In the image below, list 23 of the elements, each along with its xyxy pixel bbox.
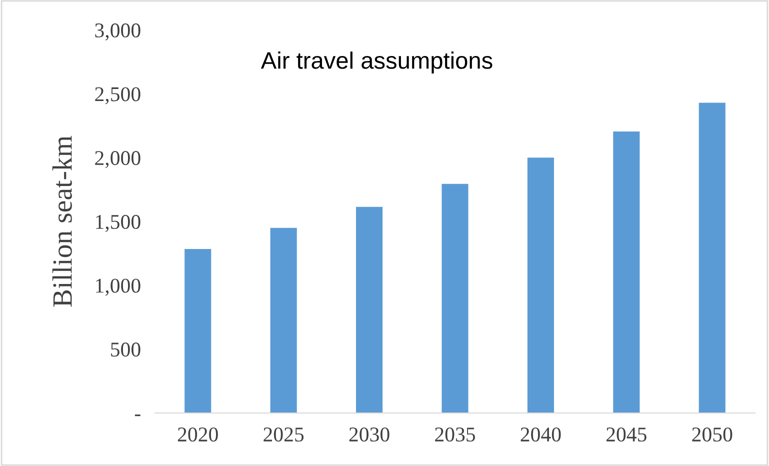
x-tick-label: 2020 (178, 427, 218, 442)
y-tick-label: 3,000 (95, 23, 140, 40)
y-tick-label: 1,000 (96, 278, 140, 296)
bar (698, 102, 726, 413)
bar (442, 184, 468, 413)
text: Air travel assumptions (260, 52, 492, 74)
bar (184, 248, 212, 413)
bar (527, 158, 554, 413)
x-tick-label: 2035 (435, 427, 476, 442)
y-tick-label: 2,000 (95, 151, 140, 168)
y-tick-label: - (134, 414, 140, 416)
bar (356, 206, 383, 413)
x-tick-label: 2025 (264, 427, 304, 442)
y-tick-label: 500 (111, 342, 140, 357)
bar (270, 228, 297, 413)
bar (613, 131, 640, 413)
x-tick-label: 2045 (606, 427, 646, 442)
x-tick-label: 2050 (692, 427, 732, 442)
x-tick-label: 2040 (520, 427, 561, 442)
y-tick-label: 1,500 (96, 214, 140, 232)
y-axis-title: Billion seat-km (52, 136, 72, 307)
x-tick-label: 2030 (349, 427, 390, 442)
y-tick-label: 2,500 (95, 87, 140, 104)
